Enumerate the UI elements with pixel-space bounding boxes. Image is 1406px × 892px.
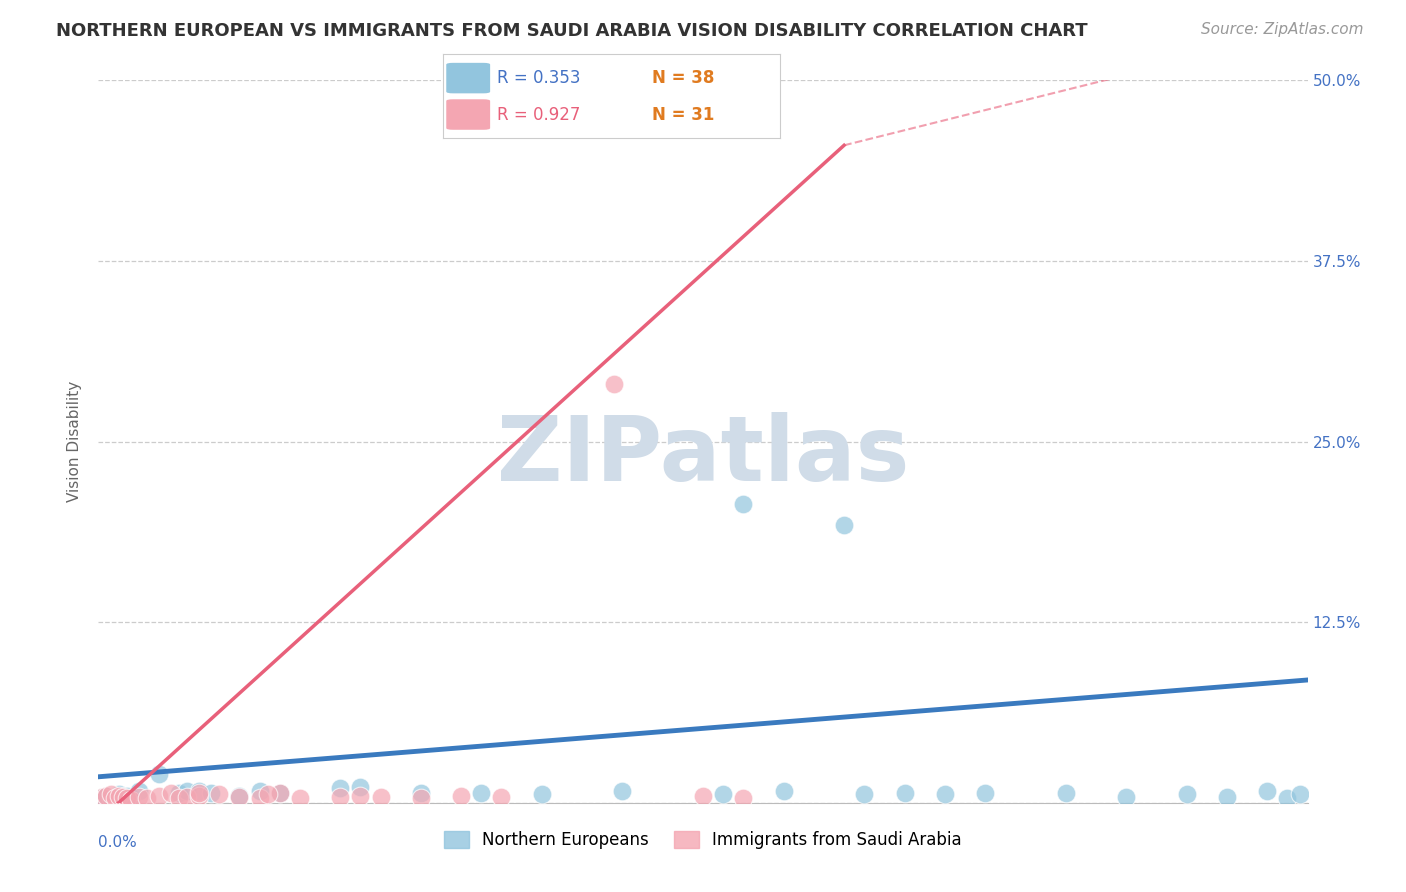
Point xyxy=(329,790,352,805)
Point xyxy=(128,784,150,798)
Point xyxy=(120,793,142,807)
Text: N = 31: N = 31 xyxy=(652,105,714,123)
Point xyxy=(103,791,125,805)
Point xyxy=(329,781,352,796)
Point xyxy=(188,786,211,800)
Point xyxy=(269,786,291,800)
Point xyxy=(135,791,157,805)
Text: ZIPatlas: ZIPatlas xyxy=(496,412,910,500)
Point xyxy=(249,784,271,798)
Y-axis label: Vision Disability: Vision Disability xyxy=(67,381,83,502)
Point xyxy=(148,789,170,803)
Point xyxy=(612,784,634,798)
Point xyxy=(1115,790,1137,805)
Point xyxy=(100,791,122,805)
Point xyxy=(200,786,222,800)
Point xyxy=(530,787,553,801)
Point xyxy=(100,787,122,801)
Point xyxy=(188,789,211,803)
Point xyxy=(176,784,198,798)
Point xyxy=(1288,787,1310,801)
Point xyxy=(409,791,432,805)
Point xyxy=(349,789,371,803)
Text: R = 0.927: R = 0.927 xyxy=(496,105,581,123)
Point xyxy=(128,790,150,805)
Point xyxy=(111,790,134,805)
Point xyxy=(470,786,492,800)
Text: R = 0.353: R = 0.353 xyxy=(496,69,581,87)
FancyBboxPatch shape xyxy=(446,99,491,130)
Point xyxy=(733,497,755,511)
Point xyxy=(107,787,129,801)
Point xyxy=(934,787,956,801)
Point xyxy=(249,791,271,805)
Point xyxy=(1216,790,1239,805)
Point xyxy=(491,790,513,805)
Point xyxy=(96,789,118,803)
Point xyxy=(120,791,142,805)
Point xyxy=(107,789,129,803)
Point xyxy=(228,790,250,805)
Point xyxy=(832,518,855,533)
Point xyxy=(1175,787,1198,801)
Text: 0.0%: 0.0% xyxy=(98,835,138,850)
Point xyxy=(111,790,134,805)
Point xyxy=(228,789,250,803)
Point xyxy=(103,790,125,805)
Point xyxy=(893,786,915,800)
Point xyxy=(450,789,472,803)
Text: NORTHERN EUROPEAN VS IMMIGRANTS FROM SAUDI ARABIA VISION DISABILITY CORRELATION : NORTHERN EUROPEAN VS IMMIGRANTS FROM SAU… xyxy=(56,22,1088,40)
Point xyxy=(148,767,170,781)
Point xyxy=(208,787,231,801)
Point xyxy=(370,790,392,805)
Point xyxy=(96,789,118,803)
Point xyxy=(167,786,190,800)
Point xyxy=(409,786,432,800)
Point xyxy=(188,784,211,798)
Point xyxy=(91,790,114,805)
Point xyxy=(288,791,311,805)
Point xyxy=(115,791,138,805)
Text: N = 38: N = 38 xyxy=(652,69,714,87)
Point xyxy=(160,786,183,800)
Point xyxy=(91,790,114,805)
Point xyxy=(733,791,755,805)
Point xyxy=(256,787,278,801)
Point xyxy=(711,787,734,801)
Point xyxy=(692,789,714,803)
Point xyxy=(853,787,876,801)
Point xyxy=(772,784,794,798)
Point xyxy=(115,789,138,803)
Legend: Northern Europeans, Immigrants from Saudi Arabia: Northern Europeans, Immigrants from Saud… xyxy=(437,824,969,856)
Point xyxy=(1277,791,1299,805)
Point xyxy=(1054,786,1077,800)
Text: Source: ZipAtlas.com: Source: ZipAtlas.com xyxy=(1201,22,1364,37)
Point xyxy=(349,780,371,794)
Point xyxy=(603,376,626,391)
Point xyxy=(269,786,291,800)
Point xyxy=(974,786,997,800)
Point xyxy=(1256,784,1278,798)
Point xyxy=(167,791,190,805)
FancyBboxPatch shape xyxy=(446,62,491,94)
Point xyxy=(176,790,198,805)
